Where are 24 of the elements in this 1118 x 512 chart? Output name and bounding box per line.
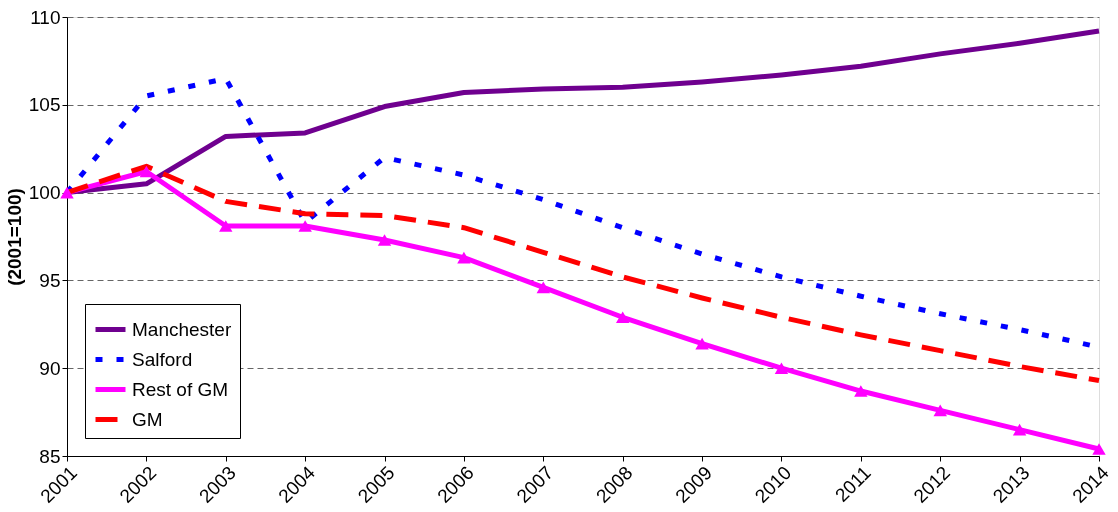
- y-tick-label: 95: [39, 269, 61, 291]
- y-tick-label: 90: [39, 357, 61, 379]
- legend-label: Salford: [132, 348, 193, 370]
- point: [933, 404, 947, 417]
- y-tick-label: 105: [28, 94, 61, 116]
- point: [536, 281, 551, 294]
- point: [298, 220, 312, 232]
- point: [1012, 423, 1027, 436]
- legend-label: GM: [132, 408, 163, 430]
- legend-label: Rest of GM: [132, 378, 229, 400]
- point: [377, 234, 392, 246]
- legend-label: Manchester: [132, 318, 232, 340]
- y-tick-label: 100: [28, 182, 61, 204]
- y-axis-title: (2001=100): [3, 188, 25, 286]
- point: [854, 385, 868, 397]
- y-tick-label: 85: [39, 445, 61, 467]
- point: [219, 220, 233, 232]
- point: [774, 362, 789, 375]
- point: [457, 251, 471, 264]
- y-tick-label: 110: [30, 6, 61, 28]
- point: [60, 186, 74, 199]
- point: [695, 337, 709, 350]
- point: [615, 311, 630, 324]
- point: [1092, 443, 1106, 455]
